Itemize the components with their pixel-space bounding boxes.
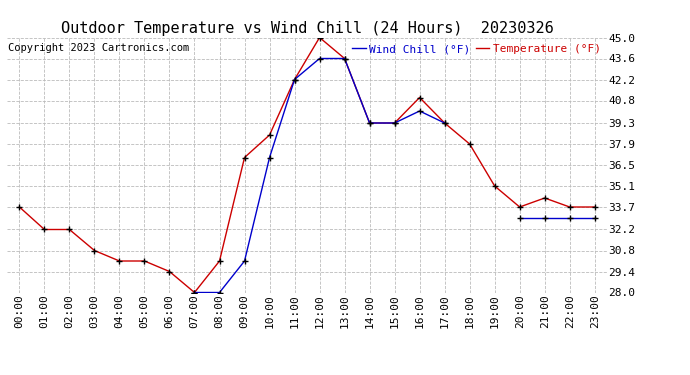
Temperature (°F) [315, 35, 324, 40]
Wind Chill (°F) [315, 56, 324, 61]
Wind Chill (°F) [266, 155, 274, 160]
Temperature (°F) [491, 184, 499, 188]
Temperature (°F) [266, 133, 274, 137]
Temperature (°F) [215, 259, 224, 263]
Temperature (°F) [566, 205, 574, 209]
Temperature (°F) [115, 259, 124, 263]
Temperature (°F) [540, 196, 549, 200]
Temperature (°F) [290, 77, 299, 82]
Wind Chill (°F) [391, 121, 399, 125]
Wind Chill (°F) [240, 259, 248, 263]
Temperature (°F) [66, 227, 74, 232]
Temperature (°F) [415, 95, 424, 100]
Wind Chill (°F) [366, 121, 374, 125]
Temperature (°F) [591, 205, 599, 209]
Temperature (°F) [140, 259, 148, 263]
Temperature (°F) [515, 205, 524, 209]
Line: Temperature (°F): Temperature (°F) [17, 35, 598, 295]
Text: Copyright 2023 Cartronics.com: Copyright 2023 Cartronics.com [8, 43, 189, 52]
Temperature (°F) [40, 227, 48, 232]
Temperature (°F) [391, 121, 399, 125]
Title: Outdoor Temperature vs Wind Chill (24 Hours)  20230326: Outdoor Temperature vs Wind Chill (24 Ho… [61, 21, 553, 36]
Temperature (°F) [90, 248, 99, 253]
Temperature (°F) [340, 56, 348, 61]
Wind Chill (°F) [340, 56, 348, 61]
Wind Chill (°F) [190, 290, 199, 295]
Temperature (°F) [466, 142, 474, 146]
Wind Chill (°F) [440, 121, 449, 125]
Temperature (°F) [166, 269, 174, 274]
Temperature (°F) [15, 205, 23, 209]
Wind Chill (°F) [290, 77, 299, 82]
Temperature (°F) [190, 290, 199, 295]
Line: Wind Chill (°F): Wind Chill (°F) [192, 56, 447, 295]
Legend: Wind Chill (°F), Temperature (°F): Wind Chill (°F), Temperature (°F) [348, 40, 605, 58]
Wind Chill (°F) [415, 109, 424, 113]
Temperature (°F) [366, 121, 374, 125]
Temperature (°F) [440, 121, 449, 125]
Wind Chill (°F) [215, 290, 224, 295]
Temperature (°F) [240, 155, 248, 160]
